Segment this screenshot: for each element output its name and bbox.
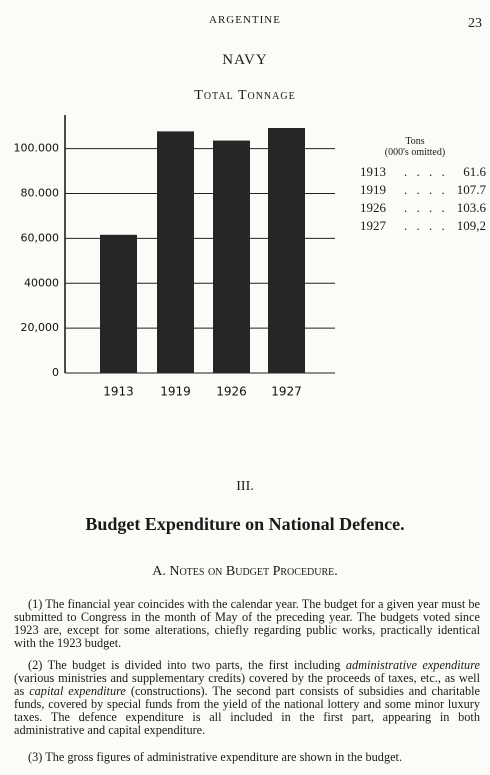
y-tick-label: 60,000 (21, 231, 60, 244)
table-row: 1927 . . . . 109,2 (360, 218, 486, 234)
paragraph-text: (1) The financial year coincides with th… (14, 597, 480, 650)
chapter-title: Budget Expenditure on National Defence. (85, 514, 405, 534)
table-year: 1913 (360, 164, 386, 179)
italic-term: administrative expenditure (345, 658, 480, 672)
x-tick-label: 1927 (271, 385, 302, 399)
table-year: 1927 (360, 218, 386, 233)
paragraph: (1) The financial year coincides with th… (14, 598, 480, 650)
chart: 0 20,000 40000 60,000 80.000 100.000 1913 1919 1… (14, 115, 335, 399)
y-tick-label: 0 (52, 366, 59, 379)
table-head: (000's omitted) (384, 147, 446, 158)
paragraph: (3) The gross figures of administrative … (14, 751, 480, 764)
chapter-number: III. (236, 479, 254, 494)
table-value: 109,2 (456, 218, 486, 233)
bar (157, 131, 194, 373)
running-head: ARGENTINE (209, 14, 281, 26)
paragraph-text: (constructions). The second part consist… (14, 684, 480, 737)
leader-dots: . . . . (404, 182, 448, 197)
table-row: 1919 . . . . 107.7 (360, 182, 486, 198)
x-tick-label: 1919 (160, 385, 191, 399)
y-tick-label: 40000 (24, 276, 59, 289)
section-title: NAVY (222, 52, 268, 68)
y-tick-label: 100.000 (14, 142, 60, 155)
x-tick-label: 1913 (103, 385, 134, 399)
y-tick-label: 80.000 (21, 187, 60, 200)
table-year: 1919 (360, 182, 386, 197)
chart-title: Total Tonnage (194, 88, 296, 103)
x-tick-label: 1926 (216, 385, 247, 399)
bar (213, 140, 250, 373)
table-row: 1913 . . . . 61.6 (360, 164, 486, 180)
italic-term: capital expenditure (29, 684, 126, 698)
table-value: 61.6 (463, 164, 486, 179)
leader-dots: . . . . (404, 164, 448, 179)
table-year: 1926 (360, 200, 386, 215)
y-tick-label: 20,000 (21, 321, 60, 334)
paragraph-text: (2) The budget is divided into two parts… (28, 658, 346, 672)
paragraph-text: (various ministries and supplementary cr… (14, 671, 480, 698)
table-row: 1926 . . . . 103.6 (360, 200, 486, 216)
leader-dots: . . . . (404, 218, 448, 233)
table-value: 103.6 (456, 200, 486, 215)
chapter-subtitle: A. Notes on Budget Procedure. (152, 564, 338, 579)
table-value: 107.7 (456, 182, 486, 197)
leader-dots: . . . . (404, 200, 448, 215)
paragraph-text: (3) The gross figures of administrative … (28, 750, 403, 764)
paragraph: (2) The budget is divided into two parts… (14, 659, 480, 737)
table-head: Tons (405, 136, 425, 147)
page-number: 23 (468, 16, 482, 31)
bar (100, 234, 137, 373)
bar (268, 128, 305, 373)
